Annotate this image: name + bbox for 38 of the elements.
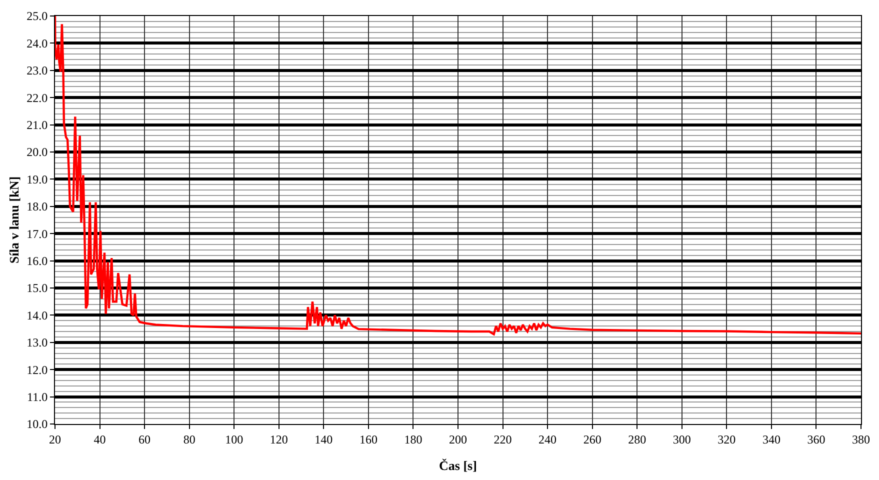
y-tick-label: 12.0 [26, 362, 48, 377]
x-tick-label: 260 [583, 432, 602, 446]
x-tick-label: 140 [314, 432, 333, 446]
x-tick-label: 40 [94, 432, 106, 446]
x-tick-label: 200 [449, 432, 467, 446]
y-tick-label: 11.0 [27, 390, 48, 404]
y-tick-label: 10.0 [26, 417, 48, 432]
x-tick-label: 160 [359, 432, 378, 446]
y-tick-label: 25.0 [26, 9, 48, 24]
y-tick-label: 19.0 [26, 172, 48, 186]
x-tick-label: 280 [628, 432, 646, 446]
x-tick-label: 220 [494, 432, 512, 446]
y-axis-title: Síla v lanu [kN] [6, 176, 22, 264]
y-tick-label: 22.0 [26, 90, 48, 105]
line-series [55, 16, 861, 336]
x-tick-label: 320 [718, 432, 736, 446]
y-tick-label: 21.0 [26, 118, 48, 132]
x-tick-label: 340 [762, 432, 780, 446]
x-tick-label: 300 [672, 432, 691, 446]
y-tick-label: 20.0 [26, 145, 48, 160]
x-tick-label: 240 [538, 432, 557, 446]
x-tick-label: 100 [225, 432, 244, 446]
x-tick-label: 20 [49, 432, 61, 446]
x-tick-label: 60 [138, 432, 151, 446]
y-tick-label: 16.0 [26, 254, 48, 268]
x-tick-label: 80 [183, 432, 196, 446]
y-tick-label: 24.0 [26, 36, 48, 50]
y-tick-label: 15.0 [26, 281, 48, 296]
y-tick-label: 18.0 [26, 200, 48, 214]
x-tick-label: 360 [807, 432, 826, 446]
y-tick-label: 17.0 [26, 226, 48, 241]
x-tick-label: 180 [404, 432, 422, 446]
x-axis-title: Čas [s] [439, 458, 477, 473]
x-tick-label: 380 [852, 432, 870, 446]
y-tick-label: 23.0 [26, 64, 48, 78]
y-tick-label: 14.0 [26, 308, 48, 322]
x-tick-label: 120 [270, 432, 288, 446]
y-tick-label: 13.0 [26, 336, 48, 350]
